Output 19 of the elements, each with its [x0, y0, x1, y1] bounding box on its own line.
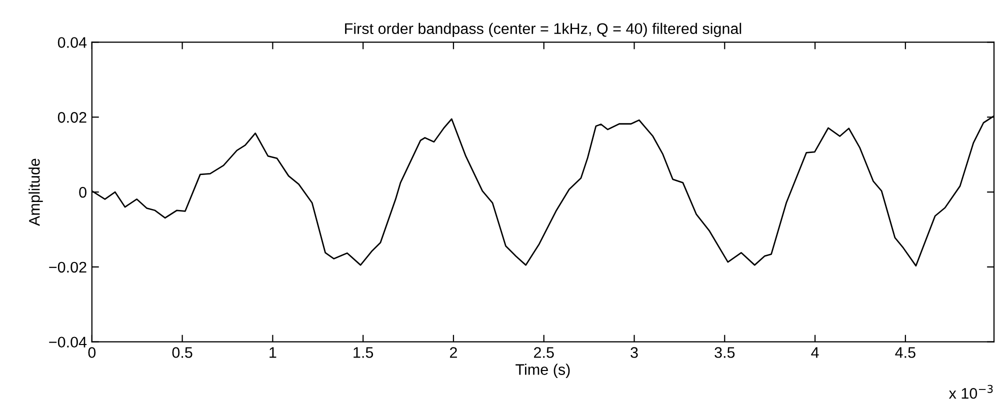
chart-title: First order bandpass (center = 1kHz, Q = 40) filtered signal — [345, 22, 742, 38]
x-tick-label: 1.5 — [354, 347, 374, 358]
text: x 10$^{−3}$ — [948, 384, 993, 399]
y-tick-label: 0.04 — [58, 37, 87, 48]
y-tick-label: −0.02 — [49, 262, 86, 273]
y-axis-title: Amplitude — [28, 158, 43, 226]
x-tick-label: 0 — [88, 347, 96, 358]
y-tick-label: 0 — [79, 186, 86, 198]
x-tick-label: 3.5 — [714, 347, 735, 358]
x-axis-title: Time (s) — [516, 364, 570, 378]
y-tick-label: −0.04 — [49, 336, 87, 348]
x-tick-label: 2 — [450, 347, 457, 358]
x-tick-label: 2.5 — [534, 347, 554, 358]
x-tick-label: 4 — [811, 347, 819, 358]
y-tick-label: 0.02 — [58, 112, 86, 123]
x-tick-label: 1 — [270, 347, 276, 358]
x-tick-label: 0.5 — [172, 347, 192, 358]
x-tick-label: 4.5 — [895, 347, 916, 358]
x-tick-label: 3 — [630, 347, 638, 358]
